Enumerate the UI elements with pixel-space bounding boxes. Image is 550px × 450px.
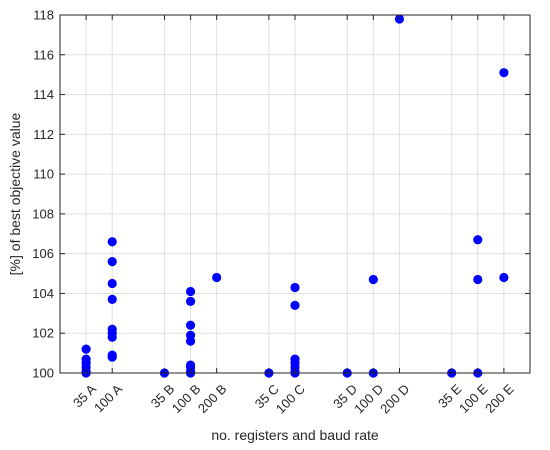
y-tick-label: 106 (32, 246, 54, 261)
x-tick-label: 200 D (377, 381, 412, 416)
data-point (107, 278, 117, 289)
data-point (499, 272, 509, 283)
data-point (107, 294, 117, 305)
data-point (185, 286, 196, 297)
y-tick-label: 100 (32, 366, 54, 381)
y-axis-title: [%] of best objective value (7, 112, 23, 275)
y-tick-label: 112 (33, 127, 54, 142)
data-point (499, 68, 509, 78)
y-tick-label: 118 (33, 8, 54, 23)
data-point (107, 352, 117, 362)
data-point (185, 320, 196, 330)
data-point (185, 296, 196, 306)
y-tick-label: 104 (32, 286, 54, 301)
data-point (290, 282, 300, 293)
data-point (81, 344, 91, 354)
x-tick-label: 100 D (351, 381, 386, 416)
y-tick-label: 108 (32, 206, 54, 221)
data-point (473, 274, 483, 285)
x-tick-label: 100 A (91, 381, 125, 415)
data-point (368, 274, 378, 285)
data-point (107, 237, 117, 247)
x-tick-label: 200 B (195, 381, 230, 416)
x-tick-label: 200 E (482, 381, 517, 416)
x-tick-label: 100 B (169, 381, 204, 416)
y-tick-label: 116 (33, 47, 54, 62)
data-points (81, 14, 509, 378)
data-point (290, 300, 300, 310)
data-point (185, 336, 196, 346)
x-tick-label: 100 E (456, 381, 491, 416)
x-axis-title: no. registers and baud rate (211, 427, 379, 443)
x-tick-label: 100 C (273, 381, 308, 416)
data-point (473, 235, 483, 245)
y-tick-label: 102 (32, 326, 54, 341)
data-point (212, 272, 222, 283)
data-point (107, 257, 117, 267)
y-tick-label: 114 (33, 87, 54, 102)
grid (60, 14, 530, 374)
y-tick-label: 110 (33, 167, 54, 182)
data-point (107, 332, 117, 342)
